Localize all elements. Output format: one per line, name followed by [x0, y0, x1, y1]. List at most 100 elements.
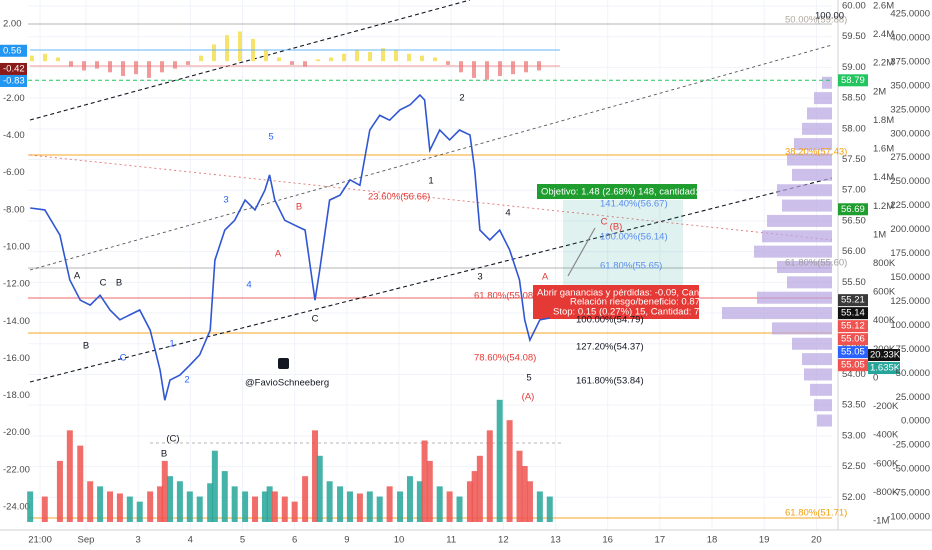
- wave-label: 2: [459, 93, 464, 104]
- volume-axis-label: 2M: [873, 86, 886, 97]
- oscillator-bar: [277, 57, 281, 62]
- volume-bar: [116, 493, 123, 522]
- fourth-axis-label: 175.0000: [890, 248, 930, 259]
- volume-axis-label: 400K: [873, 315, 896, 326]
- annotation: 161.80%(53.84): [576, 376, 644, 387]
- volume-bar: [536, 491, 543, 522]
- wave-label: A: [74, 271, 81, 282]
- x-tick-label: 10: [394, 535, 405, 546]
- wave-label: B: [83, 341, 89, 352]
- left-tick-label: -24.00: [3, 502, 30, 513]
- y-tick-label: 58.00: [842, 123, 866, 134]
- profile-bar: [817, 414, 832, 427]
- fourth-axis-label: 300.0000: [890, 128, 930, 139]
- x-tick-label: 12: [498, 535, 509, 546]
- volume-bar: [186, 491, 193, 522]
- annotation: 23.60%(56.66): [368, 192, 430, 203]
- volume-bar: [56, 460, 63, 522]
- annotation: 38.20%(57.43): [785, 147, 847, 158]
- volume-tag-label: 1.635K: [870, 363, 901, 374]
- fourth-axis-label: 200.0000: [890, 224, 930, 235]
- price-tag-label: 56.69: [841, 204, 865, 215]
- x-tick-label: Sep: [78, 535, 95, 546]
- profile-bar: [792, 337, 832, 350]
- fourth-axis-label: 275.0000: [890, 152, 930, 163]
- oscillator-bar: [433, 57, 437, 62]
- volume-bar: [147, 491, 154, 522]
- left-tick-label: -6.00: [3, 167, 25, 178]
- volume-bar: [77, 445, 84, 522]
- y-tick-label: 55.50: [842, 277, 866, 288]
- volume-bar: [366, 491, 373, 522]
- volume-bar: [281, 496, 288, 522]
- annotation: 78.60%(54.08): [474, 353, 536, 364]
- annotation: 61.80%(51.71): [785, 508, 847, 519]
- volume-bar: [506, 420, 513, 522]
- volume-bar: [436, 486, 443, 522]
- volume-axis-label: -1M: [873, 516, 889, 527]
- x-tick-label: 5: [240, 535, 245, 546]
- profile-bar: [787, 276, 832, 289]
- fourth-axis-label: -50.0000: [892, 464, 930, 475]
- fourth-axis-label: 225.0000: [890, 200, 930, 211]
- wave-label: C: [601, 217, 608, 228]
- volume-axis-label: 1M: [873, 229, 886, 240]
- volume-axis-label: 2.4M: [873, 29, 894, 40]
- oscillator-bar: [459, 61, 463, 73]
- volume-bar: [87, 481, 94, 522]
- volume-tag: [868, 362, 900, 375]
- volume-bar: [242, 491, 249, 522]
- y-tick-label: 53.50: [842, 400, 866, 411]
- oscillator-bar: [303, 61, 307, 67]
- volume-bar: [356, 493, 363, 522]
- x-tick-label: 19: [759, 535, 770, 546]
- volume-bar: [106, 491, 113, 522]
- y-tick-label: 57.50: [842, 154, 866, 165]
- left-tick-label: -20.00: [3, 427, 30, 438]
- oscillator-bar: [407, 53, 411, 62]
- wave-label: C: [120, 353, 127, 364]
- profile-bar: [802, 353, 832, 366]
- volume-bar: [176, 481, 183, 522]
- volume-bar: [426, 460, 433, 522]
- volume-bar: [66, 430, 73, 522]
- x-tick-label: 9: [344, 535, 349, 546]
- profile-bar: [782, 199, 832, 212]
- y-tick-label: 53.00: [842, 430, 866, 441]
- price-tag-label: 55.05: [841, 360, 865, 371]
- oscillator-bar: [446, 61, 450, 65]
- oscillator-bar: [56, 57, 60, 62]
- oscillator-bar: [290, 61, 294, 65]
- profile-bar: [767, 214, 832, 227]
- oscillator-bar: [160, 61, 164, 73]
- profile-bar: [794, 138, 832, 151]
- volume-bar: [376, 496, 383, 522]
- volume-bar: [397, 491, 404, 522]
- volume-bar: [476, 455, 483, 522]
- annotation: 100.00%(56.14): [600, 232, 668, 243]
- volume-bar: [516, 450, 523, 522]
- price-tag-label: 58.79: [841, 75, 865, 86]
- volume-bar: [416, 481, 423, 522]
- volume-bar: [406, 476, 413, 522]
- volume-axis-label: 1.8M: [873, 115, 894, 126]
- trend-line: [29, 177, 833, 383]
- volume-bar: [166, 476, 173, 522]
- annotation: 141.40%(56.67): [600, 199, 668, 210]
- oscillator-bar: [420, 55, 424, 62]
- wave-label: C: [100, 278, 107, 289]
- drawings: Objetivo: 1.48 (2.68%) 148, cantidad: 34…: [0, 0, 932, 531]
- price-line: [30, 93, 550, 401]
- wave-label: (C): [166, 434, 179, 445]
- volume-bar: [207, 483, 214, 522]
- y-tick-label: 56.00: [842, 246, 866, 257]
- left-tick-label: -8.00: [3, 204, 25, 215]
- volume-bar: [252, 496, 259, 522]
- oscillator-bar: [95, 61, 99, 69]
- y-tick-label: 54.00: [842, 369, 866, 380]
- left-tick-label: -16.00: [3, 353, 30, 364]
- stop-text: Stop: 0.15 (0.27%) 15, Cantidad: 750.1: [553, 307, 718, 318]
- oscillator-bar: [342, 53, 346, 62]
- profile-bar: [792, 168, 832, 181]
- wave-label: 4: [246, 280, 251, 291]
